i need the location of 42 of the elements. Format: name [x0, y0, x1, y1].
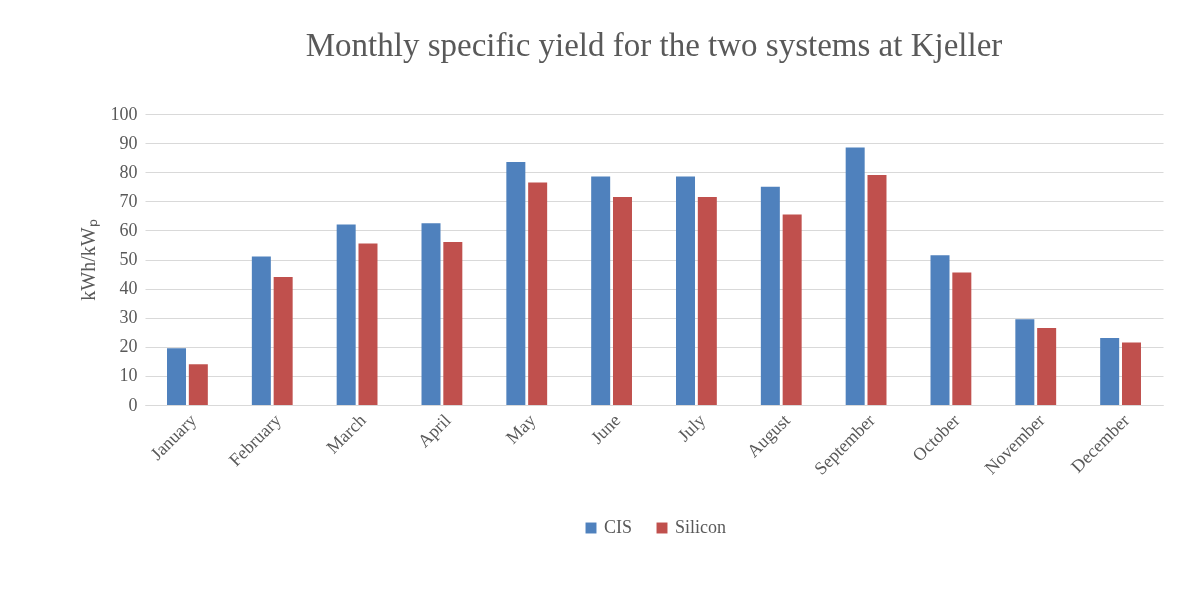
bar [358, 243, 378, 405]
x-tick-label: June [586, 410, 625, 448]
bar [676, 176, 696, 405]
bar [1015, 319, 1035, 405]
y-tick-label: 90 [119, 132, 138, 153]
bar [273, 276, 293, 405]
y-tick-label: 0 [128, 394, 138, 415]
y-tick-label: 20 [119, 336, 138, 357]
y-axis-title: kWh/kWₚ [76, 219, 100, 301]
bar [443, 242, 463, 405]
chart-title: Monthly specific yield for the two systems at Kjeller [305, 27, 1003, 63]
bar [506, 162, 526, 405]
bar [930, 255, 950, 405]
bar [188, 364, 208, 405]
bar [612, 196, 632, 405]
x-tick-label: July [673, 410, 710, 446]
bar [845, 147, 865, 405]
y-tick-label: 40 [119, 278, 138, 299]
bar [760, 186, 780, 405]
y-tick-label: 10 [119, 365, 138, 386]
bar [1100, 338, 1120, 405]
y-tick-label: 50 [119, 249, 138, 269]
legend-label: Silicon [675, 517, 727, 537]
y-tick-label: 80 [119, 161, 138, 182]
bar [1037, 327, 1057, 405]
x-tick-label: May [502, 410, 540, 448]
bar [867, 175, 887, 405]
legend-label: CIS [604, 517, 633, 537]
bar [251, 256, 271, 405]
bar [697, 196, 717, 405]
y-tick-label: 30 [119, 307, 138, 328]
bar [336, 224, 356, 405]
y-tick-label: 70 [119, 190, 138, 211]
y-tick-label: 60 [119, 219, 138, 240]
bar [528, 182, 548, 405]
bar [591, 176, 611, 405]
bar [1121, 342, 1141, 405]
bar [167, 348, 187, 405]
bar [782, 214, 802, 405]
bar [952, 272, 972, 405]
y-tick-label: 100 [110, 103, 138, 124]
bar [421, 223, 441, 405]
